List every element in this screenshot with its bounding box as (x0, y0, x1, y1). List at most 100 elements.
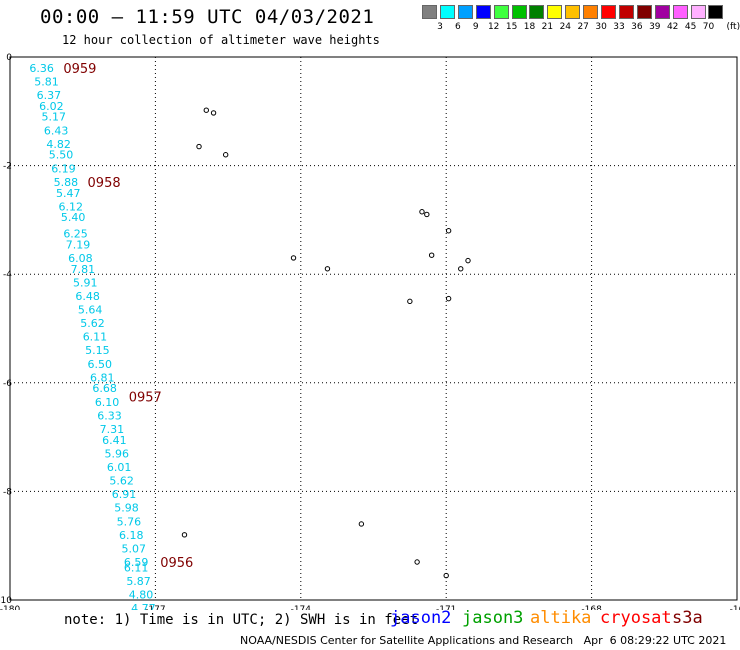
color-swatch-label: 30 (595, 22, 607, 32)
color-swatch (529, 5, 545, 19)
color-swatch (457, 5, 473, 19)
grid-lines (10, 57, 737, 600)
wave-height-label: 6.37 (37, 89, 62, 102)
color-swatch-label: 39 (649, 22, 661, 32)
color-swatch-label: 21 (541, 22, 554, 32)
color-swatch-label: 24 (559, 22, 572, 32)
y-tick-label: -8 (3, 487, 12, 497)
time-label: 0956 (160, 556, 193, 571)
color-swatch-label: 45 (684, 22, 697, 32)
wave-height-label: 4.77 (131, 602, 156, 610)
island-mark (222, 152, 229, 158)
x-tick-label: -177 (145, 605, 165, 610)
island-mark (210, 110, 217, 116)
wave-height-label: 6.43 (44, 124, 69, 137)
time-label: 0959 (63, 62, 96, 77)
satellite-altika: altika (530, 608, 592, 628)
wave-height-label: 5.07 (121, 542, 145, 555)
satellite-s3a: s3a (672, 608, 703, 628)
wave-height-label: 5.17 (42, 111, 67, 124)
y-tick-label: -6 (3, 379, 12, 389)
island-mark (324, 266, 331, 272)
wave-height-label: 5.47 (56, 187, 81, 200)
island-mark (358, 521, 365, 527)
wave-height-label: 5.98 (114, 502, 139, 515)
wave-height-label: 6.08 (68, 252, 93, 265)
color-swatch-label: 27 (577, 22, 589, 32)
color-swatch (565, 5, 581, 19)
wave-height-label: 5.88 (54, 176, 78, 189)
satellite-cryosat: cryosat (600, 608, 672, 628)
time-label: 0958 (88, 176, 121, 191)
color-swatch (636, 5, 652, 19)
wave-height-label: 5.76 (117, 515, 142, 528)
wave-height-label: 6.11 (83, 331, 108, 344)
wave-height-label: 6.19 (51, 162, 76, 175)
y-tick-label: -10 (0, 596, 12, 606)
wave-height-label: 6.81 (90, 371, 115, 384)
wave-height-labels: 6.365.816.376.025.176.434.825.506.195.88… (29, 62, 155, 610)
x-tick-label: -16 (730, 605, 740, 610)
wave-height-label: 5.87 (126, 575, 151, 588)
color-swatch-label: 70 (702, 22, 715, 32)
wave-height-label: 6.10 (95, 396, 120, 409)
wave-height-label: 6.12 (58, 200, 83, 213)
island-mark (445, 228, 452, 234)
wave-height-label: 6.11 (124, 561, 149, 574)
color-swatch-label: 15 (505, 22, 518, 32)
island-mark (203, 107, 209, 113)
wave-height-label: 7.19 (66, 238, 91, 251)
time-labels: 0959 0958 0957 0956 (63, 62, 193, 571)
time-label: 0957 (129, 390, 162, 405)
wave-height-label: 4.80 (129, 589, 154, 602)
color-swatch-label: 3 (437, 22, 443, 32)
wave-height-label: 5.81 (34, 75, 59, 88)
color-swatch-label: 18 (523, 22, 536, 32)
color-swatch (547, 5, 563, 19)
wave-height-label: 6.01 (107, 461, 132, 474)
island-mark (445, 295, 452, 302)
chart-subtitle: 12 hour collection of altimeter wave hei… (62, 33, 380, 47)
wave-height-label: 6.91 (112, 488, 137, 501)
wave-height-label: 5.91 (73, 276, 98, 289)
color-swatch (422, 5, 437, 19)
color-swatch (511, 5, 527, 19)
color-swatch-label: 12 (487, 22, 500, 32)
axis-ticks: -180 -177 -174 -171 -168 -16 0 -2 -4 -6 -8 -10 (0, 53, 740, 610)
plot-area: -180 -177 -174 -171 -168 -16 0 -2 -4 -6 -8 -10 6.36… (0, 53, 740, 610)
x-tick-label: -180 (0, 605, 20, 610)
island-mark (428, 252, 435, 258)
note-text: note: 1) Time is in UTC; 2) SWH is in fe… (64, 612, 419, 628)
satellite-jason3: jason3 (462, 608, 524, 628)
color-swatch-label: 33 (613, 22, 625, 32)
island-mark (414, 559, 420, 565)
wave-height-label: 6.36 (29, 62, 53, 75)
color-swatch (618, 5, 634, 19)
wave-height-label: 6.59 (124, 556, 149, 569)
x-tick-label: -168 (581, 605, 602, 610)
color-unit-label: (ft) (726, 22, 740, 32)
color-swatch (690, 5, 706, 19)
island-mark (465, 257, 471, 264)
color-swatch-label: 42 (666, 22, 679, 32)
color-swatch (672, 5, 688, 19)
color-swatch (601, 5, 616, 19)
plot-frame (9, 56, 738, 601)
wave-height-label: 5.40 (61, 211, 86, 224)
wave-height-label: 6.02 (39, 100, 64, 113)
island-mark (407, 298, 413, 305)
island-mark (424, 211, 430, 218)
footer-credit: NOAA/NESDIS Center for Satellite Applica… (240, 634, 727, 647)
wave-height-label: 6.41 (102, 434, 127, 447)
wave-height-label: 5.96 (105, 447, 130, 460)
island-mark (290, 255, 297, 261)
wave-height-label: 5.62 (109, 475, 133, 488)
x-tick-label: -174 (291, 605, 312, 610)
wave-height-label: 6.50 (88, 358, 113, 371)
y-tick-label: -4 (3, 270, 12, 280)
wave-height-label: 6.48 (75, 290, 100, 303)
color-swatch-label: 6 (455, 22, 461, 32)
island-mark (181, 532, 188, 538)
y-tick-label: 0 (6, 53, 12, 63)
wave-height-label: 5.50 (49, 149, 73, 162)
